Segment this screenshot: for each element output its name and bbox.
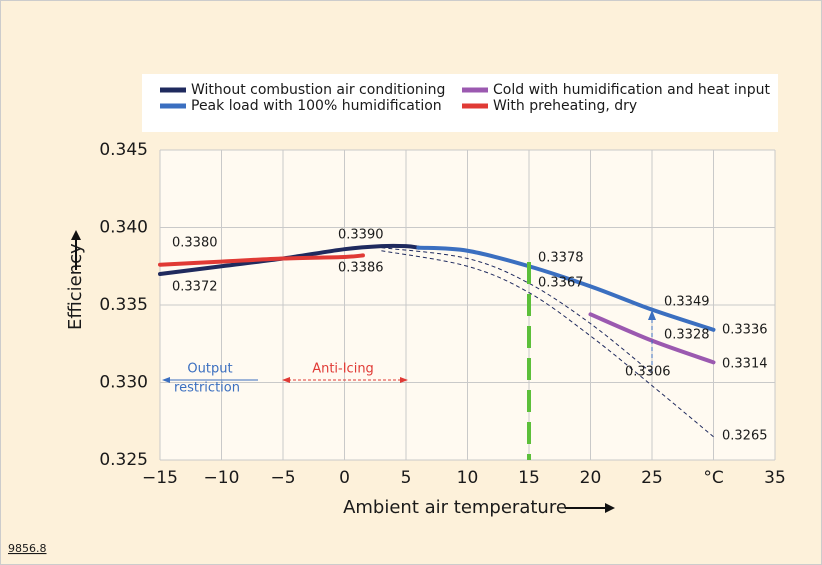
x-arrow [565,503,615,513]
legend-swatch [462,87,488,93]
annotation: Output [187,362,232,377]
annotation: Anti-Icing [312,362,374,377]
annotation: 0.3378 [538,251,584,266]
annotation: 0.3328 [664,328,710,343]
y-axis-label: Efficiency [65,243,86,330]
x-tick-label: 10 [457,468,479,488]
y-tick-label: 0.335 [99,295,148,315]
y-tick-label: 0.345 [99,140,148,160]
x-tick-label: 20 [580,468,602,488]
figure-number: 9856.8 [8,542,47,555]
x-tick-label: °C [703,468,723,488]
annotation: 0.3314 [722,357,768,372]
x-axis-label: Ambient air temperature [343,497,567,518]
x-tick-label: −5 [270,468,295,488]
y-tick-label: 0.330 [99,373,148,393]
x-tick-label: −10 [204,468,240,488]
series-line [158,253,365,267]
x-tick-label: 0 [339,468,350,488]
annotation: 0.3336 [722,323,768,338]
arrow-head [648,310,656,320]
x-tick-label: 15 [518,468,540,488]
annotation: 0.3386 [338,261,384,276]
annotation: 0.3380 [172,236,218,251]
annotation: 0.3367 [538,276,584,291]
annotation: 0.3265 [722,429,768,444]
x-tick-label: 35 [764,468,786,488]
legend-label: Without combustion air conditioning [191,82,445,98]
arrow-head [400,377,408,383]
legend-box [142,74,778,132]
legend-label: Cold with humidification and heat input [493,82,770,98]
legend-swatch [160,87,186,93]
annotation: 0.3349 [664,295,710,310]
arrow-head [162,377,170,383]
annotation: restriction [174,381,240,396]
legend-label: Peak load with 100% humidification [191,98,442,114]
annotation: 0.3390 [338,228,384,243]
reference-curve [381,250,714,438]
x-tick-label: −15 [142,468,178,488]
series-line [158,243,421,276]
series-line [416,245,716,332]
annotation: 0.3306 [625,365,671,380]
x-tick-label: 5 [401,468,412,488]
legend-swatch [160,103,186,109]
y-tick-label: 0.340 [99,218,148,238]
y-tick-label: 0.325 [99,450,148,470]
y-arrow [71,230,81,270]
legend-swatch [462,103,488,109]
legend-label: With preheating, dry [493,98,637,114]
arrow-head [282,377,290,383]
x-tick-label: 25 [641,468,663,488]
annotation: 0.3372 [172,280,218,295]
